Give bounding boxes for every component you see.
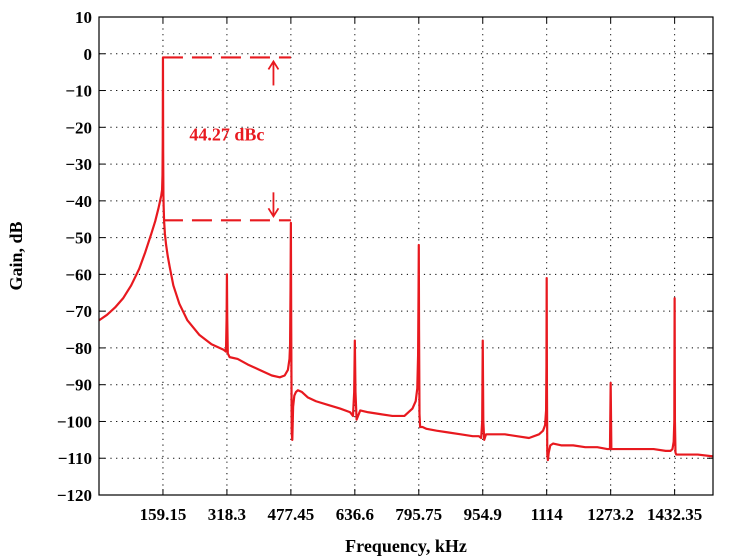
y-tick-label: 0 xyxy=(84,45,93,64)
x-tick-label: 1114 xyxy=(531,505,564,524)
y-tick-label: −10 xyxy=(65,82,92,101)
x-tick-label: 159.15 xyxy=(140,505,187,524)
x-tick-label: 318.3 xyxy=(208,505,246,524)
y-tick-labels: 10 0 −10 −20 −30 −40 −50 −60 −70 −80 −90 −100 −110 −1… xyxy=(57,8,92,505)
y-tick-label: −100 xyxy=(57,412,92,431)
y-tick-label: −120 xyxy=(57,486,92,505)
y-tick-label: −80 xyxy=(65,339,92,358)
plot-frame xyxy=(98,16,714,496)
x-tick-label: 1432.35 xyxy=(647,505,702,524)
plot-area xyxy=(99,17,713,495)
y-tick-label: 10 xyxy=(75,8,92,27)
series-layer xyxy=(98,56,714,462)
x-tick-labels: 159.15 318.3 477.45 636.6 795.75 954.9 1114 127… xyxy=(140,505,703,524)
y-tick-label: −30 xyxy=(65,155,92,174)
y-tick-label: −40 xyxy=(65,192,92,211)
x-tick-label: 1273.2 xyxy=(587,505,634,524)
x-axis-title: Frequency, kHz xyxy=(345,536,467,556)
y-tick-label: −90 xyxy=(65,376,92,395)
y-tick-label: −70 xyxy=(65,302,92,321)
x-tick-label: 795.75 xyxy=(395,505,442,524)
y-axis-title: Gain, dB xyxy=(6,221,26,290)
x-tick-label: 477.45 xyxy=(268,505,315,524)
series-line xyxy=(98,56,714,462)
annotation-dbc-label: 44.27 dBc xyxy=(189,125,264,145)
y-tick-label: −110 xyxy=(58,449,92,468)
lower-arrow-head xyxy=(267,207,280,219)
y-tick-label: −60 xyxy=(65,265,92,284)
upper-arrow-head xyxy=(267,59,280,70)
x-tick-label: 636.6 xyxy=(336,505,374,524)
y-tick-label: −20 xyxy=(65,118,92,137)
y-tick-label: −50 xyxy=(65,229,92,248)
tick-layer xyxy=(99,16,713,496)
annotation-layer: 44.27 dBc xyxy=(162,56,291,222)
x-tick-label: 954.9 xyxy=(464,505,502,524)
